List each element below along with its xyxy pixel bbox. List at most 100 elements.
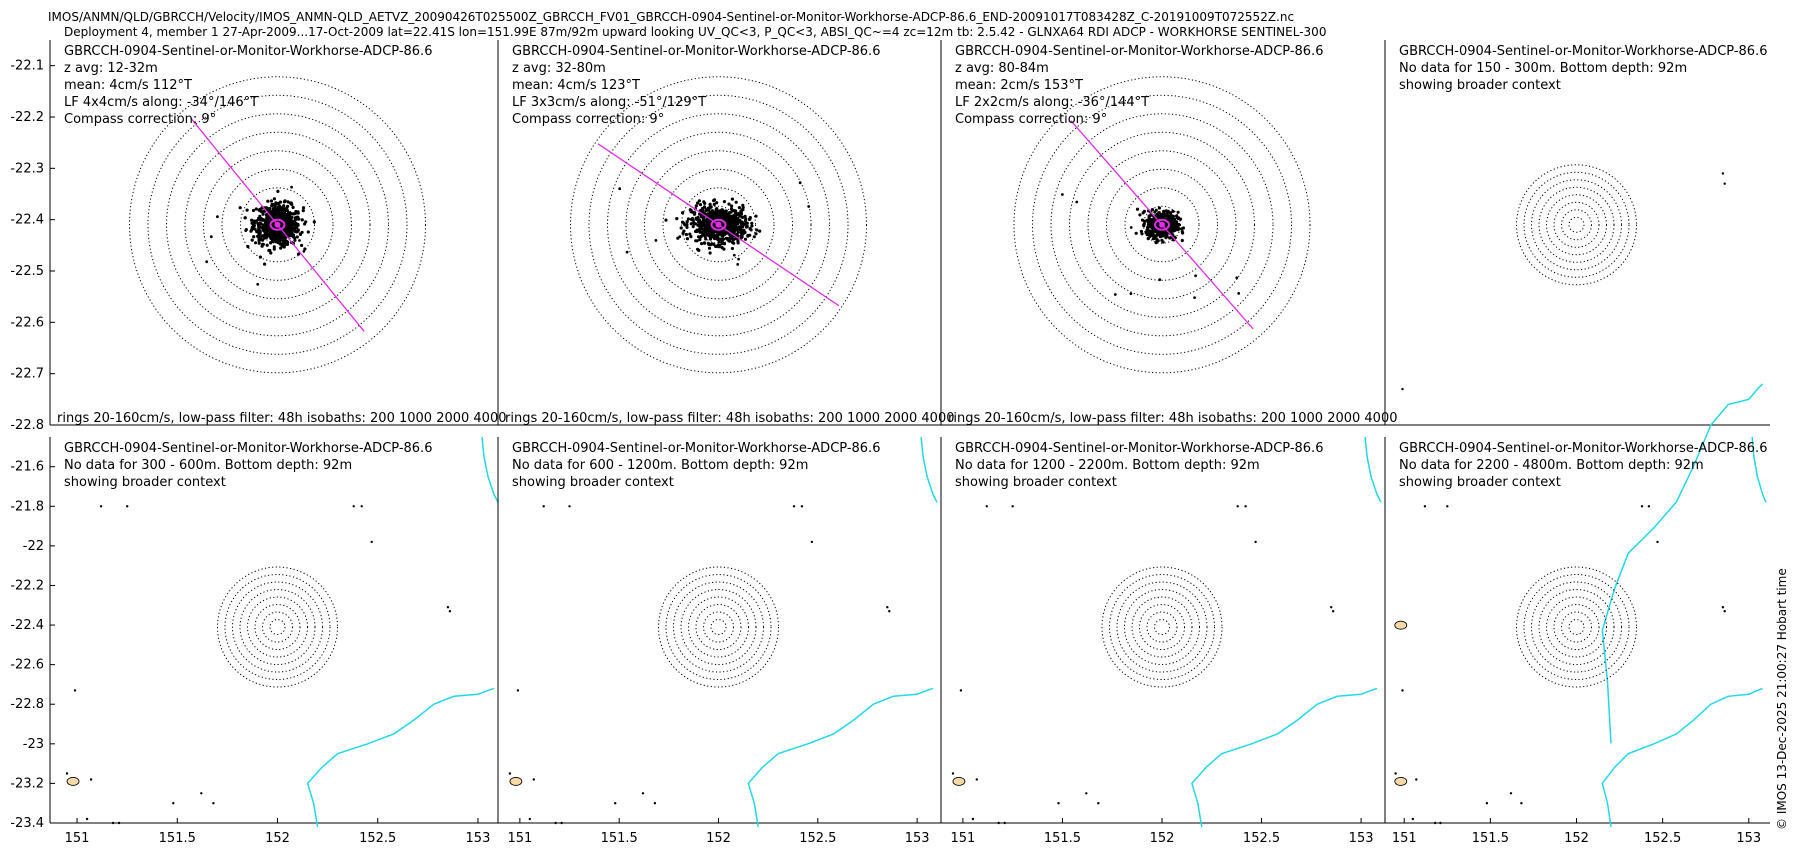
velocity-point <box>754 214 758 218</box>
velocity-point <box>1151 228 1155 232</box>
velocity-point <box>261 212 265 216</box>
velocity-point <box>1149 233 1153 237</box>
velocity-point <box>699 215 704 219</box>
velocity-point <box>712 199 716 203</box>
velocity-point <box>274 201 278 205</box>
velocity-point <box>682 229 686 233</box>
y-tick-label: -22.6 <box>10 658 44 673</box>
velocity-point <box>709 205 713 209</box>
velocity-ring <box>232 581 323 673</box>
velocity-point <box>706 221 710 226</box>
velocity-point <box>251 223 255 227</box>
panel-footer: rings 20-160cm/s, low-pass filter: 48h i… <box>505 411 955 426</box>
x-tick-label: 151.5 <box>1472 831 1509 846</box>
velocity-point <box>301 209 305 213</box>
y-tick-label: -22.2 <box>10 110 44 125</box>
velocity-point <box>697 220 701 224</box>
velocity-point <box>1180 227 1184 231</box>
reef-point <box>1520 802 1523 805</box>
velocity-point <box>293 238 297 242</box>
velocity-ring <box>703 611 734 643</box>
y-tick-label: -22.4 <box>10 618 44 633</box>
velocity-point <box>295 226 299 230</box>
coastline-south <box>1601 687 1763 828</box>
velocity-point <box>257 241 261 245</box>
x-tick-label: 152.5 <box>1243 831 1280 846</box>
panel-info-line: No data for 2200 - 4800m. Bottom depth: … <box>1399 458 1704 473</box>
reef-point <box>1394 772 1397 775</box>
reef-point <box>792 505 796 508</box>
velocity-point <box>1177 222 1181 227</box>
reef-point <box>1723 182 1726 185</box>
velocity-point <box>251 208 256 213</box>
velocity-point <box>675 217 679 221</box>
velocity-point <box>733 209 738 213</box>
reef-point <box>641 792 645 795</box>
reef-point <box>800 505 804 508</box>
velocity-point <box>1169 228 1173 232</box>
mean-marker <box>274 221 281 228</box>
panel-info-line: No data for 600 - 1200m. Bottom depth: 9… <box>512 458 808 473</box>
reef-point <box>1647 505 1651 508</box>
velocity-point <box>704 208 708 213</box>
panel-info-line: Compass correction: 9° <box>64 112 216 127</box>
velocity-point <box>293 217 297 221</box>
y-tick-label: -22.3 <box>10 161 44 176</box>
velocity-point <box>698 203 703 207</box>
velocity-point <box>724 236 729 240</box>
x-tick-label: 151.5 <box>601 831 638 846</box>
velocity-point <box>270 204 274 208</box>
velocity-ring <box>1032 94 1292 355</box>
velocity-point <box>1140 232 1144 236</box>
velocity-ring <box>203 150 352 300</box>
velocity-point <box>685 237 690 241</box>
y-tick-label: -23.2 <box>10 776 44 791</box>
velocity-point <box>689 235 693 239</box>
panel-info-line: mean: 4cm/s 123°T <box>512 78 640 93</box>
velocity-point <box>272 235 276 239</box>
velocity-point <box>261 242 265 246</box>
velocity-point <box>730 215 734 219</box>
y-tick-label: -22.8 <box>10 697 44 712</box>
velocity-point <box>294 221 298 225</box>
reef-point <box>65 772 69 775</box>
reef-point <box>1434 821 1437 825</box>
velocity-point <box>718 209 723 213</box>
panel-info-line: showing broader context <box>1399 475 1561 490</box>
panel-info-line: showing broader context <box>1399 78 1561 93</box>
velocity-point <box>1171 209 1175 213</box>
reef-point <box>172 802 175 805</box>
velocity-point <box>723 214 728 218</box>
reef-point <box>370 540 373 544</box>
velocity-point <box>741 228 745 232</box>
y-tick-label: -22.1 <box>10 59 44 74</box>
velocity-point <box>1235 276 1239 280</box>
velocity-ring <box>1154 619 1170 636</box>
velocity-point <box>284 215 288 219</box>
velocity-point <box>715 201 719 205</box>
velocity-point <box>273 210 277 214</box>
velocity-point <box>736 227 740 231</box>
reef-point <box>89 778 93 781</box>
velocity-point <box>284 230 288 234</box>
velocity-point <box>716 243 720 247</box>
velocity-point <box>287 228 291 232</box>
velocity-point <box>724 209 728 213</box>
velocity-point <box>1061 193 1064 196</box>
velocity-point <box>743 237 748 241</box>
velocity-point <box>291 223 295 227</box>
velocity-point <box>285 206 289 210</box>
velocity-point <box>1176 225 1180 229</box>
velocity-point <box>265 229 269 233</box>
x-tick-label: 153 <box>905 831 930 846</box>
file-path-title: IMOS/ANMN/QLD/GBRCCH/Velocity/IMOS_ANMN-… <box>48 10 1295 24</box>
reef-point <box>360 505 363 508</box>
panel-info-line: showing broader context <box>955 475 1117 490</box>
velocity-point <box>259 237 263 241</box>
velocity-ring <box>240 187 315 263</box>
velocity-ring <box>1546 194 1607 256</box>
velocity-ring <box>607 113 830 337</box>
velocity-point <box>706 241 710 245</box>
velocity-point <box>312 220 316 224</box>
